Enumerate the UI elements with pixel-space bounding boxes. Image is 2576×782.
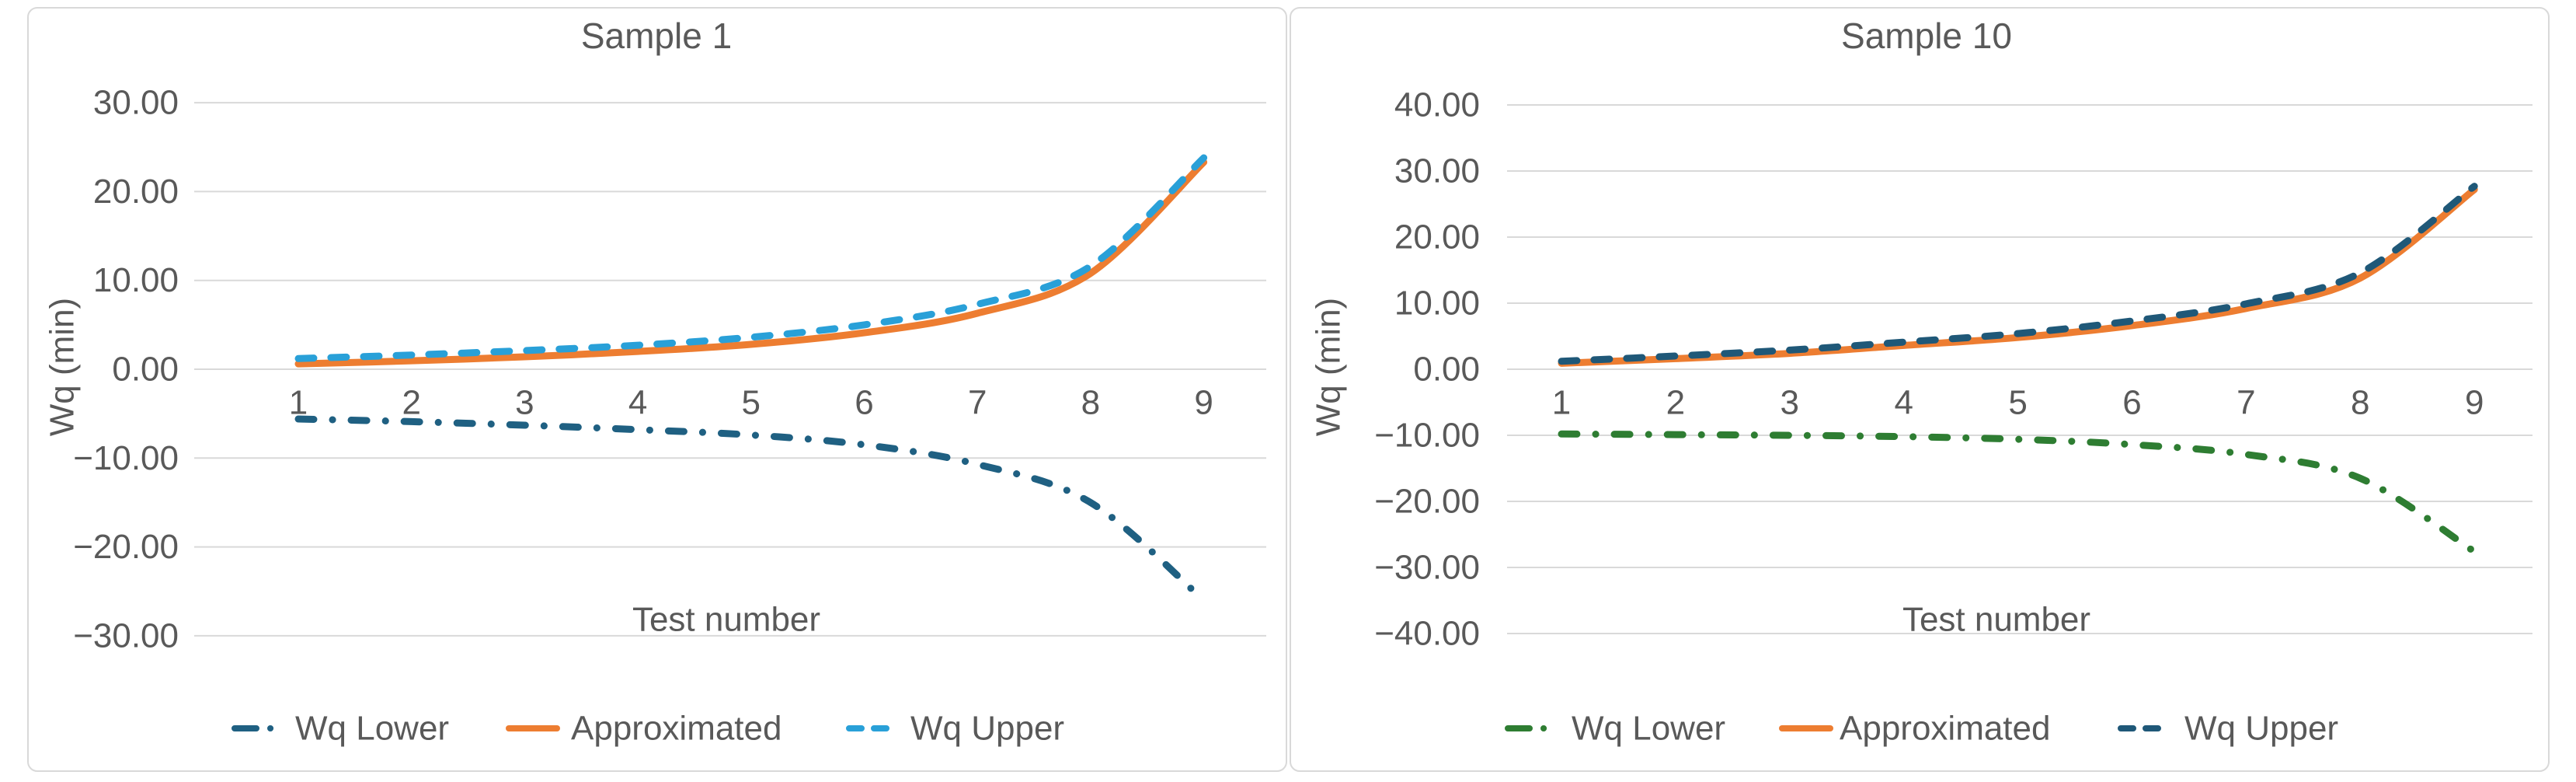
x-axis-tick-label: 2 xyxy=(1666,384,1685,422)
series-line-wq-upper[interactable] xyxy=(294,154,1208,362)
legend-label: Wq Upper xyxy=(910,710,1064,748)
legend-label: Wq Upper xyxy=(2184,710,2338,748)
y-axis-tick-label: −30.00 xyxy=(73,616,179,655)
x-axis-tick-label: 2 xyxy=(402,384,420,422)
x-axis-tick-label: 8 xyxy=(1081,384,1100,422)
y-axis-tick-label: 20.00 xyxy=(93,173,179,211)
legend-label: Approximated xyxy=(1840,710,2050,748)
legend-item-approximated[interactable]: Approximated xyxy=(1779,710,2050,748)
chart-area-sample-10[interactable] xyxy=(1290,7,2550,772)
y-axis-tick-label: 0.00 xyxy=(1413,351,1480,389)
y-axis-tick-label: 20.00 xyxy=(1394,218,1480,257)
x-axis-tick-label: 7 xyxy=(2237,384,2255,422)
x-axis-tick-label: 7 xyxy=(968,384,987,422)
x-axis-tick-label: 9 xyxy=(1194,384,1213,422)
series-line-approximated[interactable] xyxy=(294,159,1208,368)
legend-item-wq-lower[interactable]: Wq Lower xyxy=(231,710,449,748)
x-axis-tick-label: 9 xyxy=(2465,384,2484,422)
y-axis-tick-label: −10.00 xyxy=(73,439,179,477)
y-axis-title: Wq (min) xyxy=(44,298,82,436)
y-axis-tick-label: −20.00 xyxy=(1374,483,1480,521)
x-axis-tick-label: 3 xyxy=(515,384,534,422)
legend-label: Wq Lower xyxy=(295,710,449,748)
series-line-wq-lower[interactable] xyxy=(1558,430,2478,556)
y-axis-tick-label: 30.00 xyxy=(93,84,179,122)
x-axis-title: Test number xyxy=(632,601,820,639)
x-axis-tick-label: 1 xyxy=(289,384,308,422)
series-line-wq-upper[interactable] xyxy=(1558,183,2478,365)
y-axis-tick-label: 10.00 xyxy=(93,261,179,299)
legend-item-approximated[interactable]: Approximated xyxy=(506,710,782,748)
legend-label: Wq Lower xyxy=(1572,710,1725,748)
legend-item-wq-upper[interactable]: Wq Upper xyxy=(2118,710,2338,748)
legend-item-wq-upper[interactable]: Wq Upper xyxy=(846,710,1064,748)
x-axis-tick-label: 5 xyxy=(2008,384,2027,422)
x-axis-tick-label: 5 xyxy=(742,384,761,422)
x-axis-title: Test number xyxy=(1902,601,2090,639)
chart-panel-sample-1: Sample 1 30.00 20.00 10.00 0.00 −10.00 −20.00 −… xyxy=(27,7,1287,772)
x-axis-tick-label: 6 xyxy=(855,384,873,422)
chart-panel-sample-10: Sample 10 40.00 30.00 20.00 10.00 0.00 −10.00 −… xyxy=(1290,7,2550,772)
legend-sample-10: Wq Lower Approximated Wq Upper xyxy=(1505,710,2338,748)
x-axis-tick-label: 3 xyxy=(1781,384,1799,422)
y-axis-tick-label: 30.00 xyxy=(1394,152,1480,190)
y-axis-tick-label: 10.00 xyxy=(1394,285,1480,323)
legend-item-wq-lower[interactable]: Wq Lower xyxy=(1505,710,1725,748)
x-axis-tick-label: 4 xyxy=(628,384,647,422)
series-line-approximated[interactable] xyxy=(1558,186,2478,367)
legend-label: Approximated xyxy=(571,710,782,748)
y-axis-tick-label: −40.00 xyxy=(1374,615,1480,653)
chart-area-sample-1[interactable] xyxy=(27,7,1287,772)
y-axis-tick-label: 0.00 xyxy=(112,351,179,389)
y-axis-tick-label: −30.00 xyxy=(1374,549,1480,587)
x-axis-tick-label: 6 xyxy=(2122,384,2141,422)
x-axis-tick-label: 1 xyxy=(1552,384,1571,422)
chart-title: Sample 10 xyxy=(1841,16,2012,56)
x-axis-tick-label: 4 xyxy=(1894,384,1913,422)
y-axis-title: Wq (min) xyxy=(1310,298,1348,436)
y-axis-tick-label: −10.00 xyxy=(1374,417,1480,455)
y-axis-tick-label: 40.00 xyxy=(1394,86,1480,124)
chart-title: Sample 1 xyxy=(581,16,732,56)
x-axis-tick-label: 8 xyxy=(2351,384,2369,422)
legend-sample-1: Wq Lower Approximated Wq Upper xyxy=(231,710,1064,748)
y-axis-tick-label: −20.00 xyxy=(73,528,179,566)
